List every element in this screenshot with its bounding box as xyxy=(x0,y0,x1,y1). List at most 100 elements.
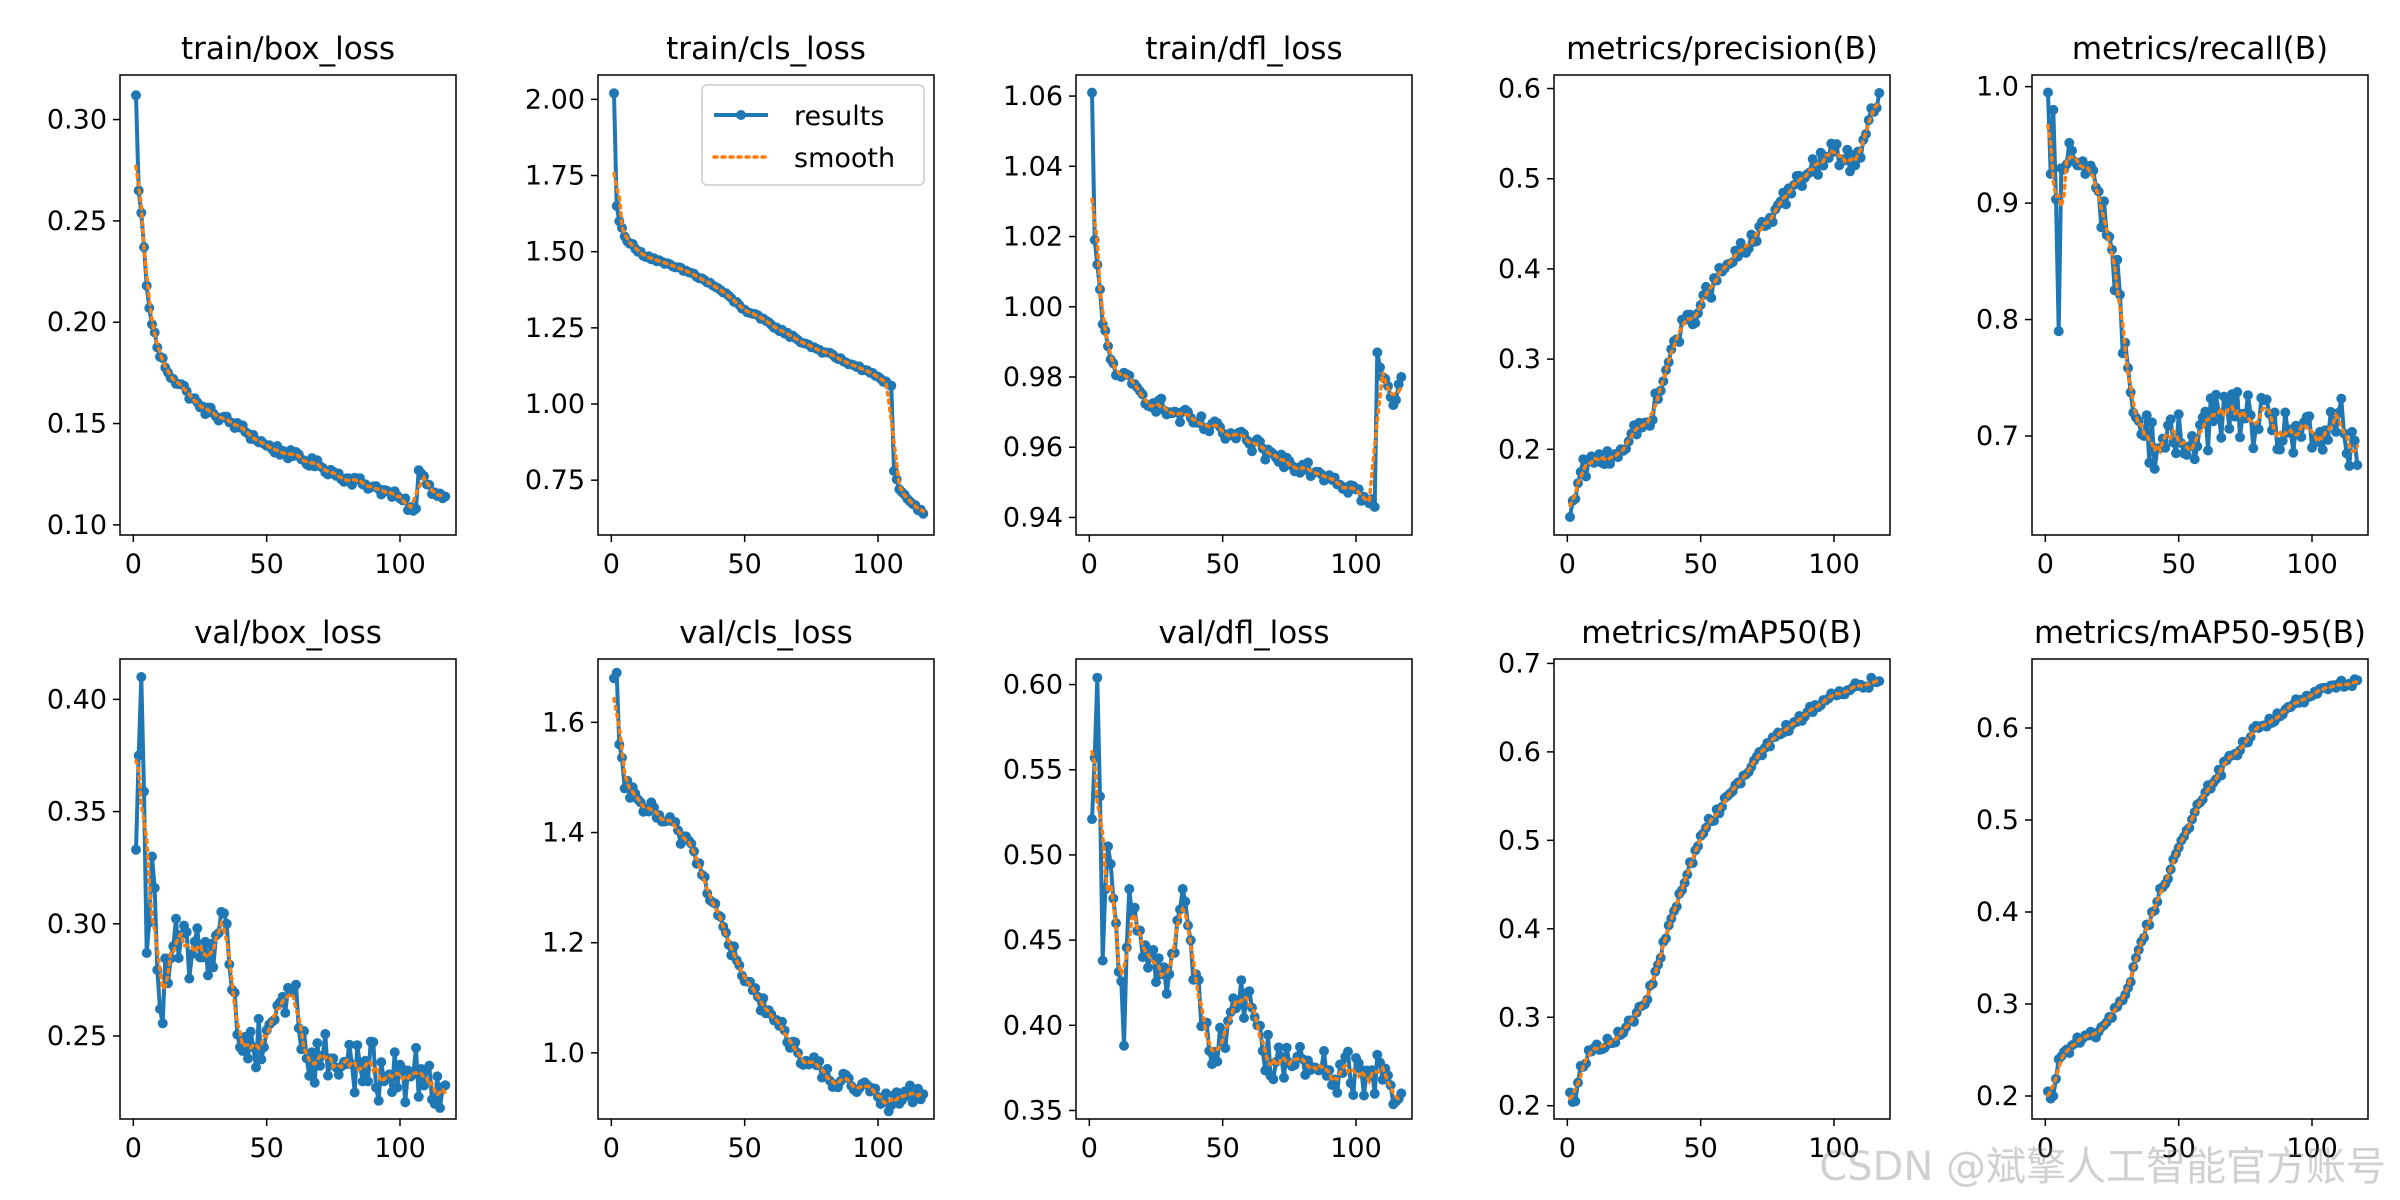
results-point xyxy=(373,1095,384,1106)
y-tick-label: 1.00 xyxy=(1003,292,1063,323)
results-point xyxy=(376,1057,387,1068)
subplot-title: train/cls_loss xyxy=(666,31,866,67)
subplot-title: val/box_loss xyxy=(194,615,382,651)
results-point xyxy=(2341,448,2352,459)
y-tick-label: 0.55 xyxy=(1003,755,1063,786)
y-tick-label: 1.06 xyxy=(1003,81,1063,112)
subplot-title: metrics/mAP50(B) xyxy=(1581,615,1862,651)
results-point xyxy=(400,1097,411,1108)
results-point xyxy=(2171,448,2181,459)
y-tick-label: 0.3 xyxy=(1976,989,2019,1020)
results-point xyxy=(1818,160,1829,171)
x-tick-label: 100 xyxy=(852,549,904,580)
results-point xyxy=(389,1047,400,1058)
smooth-line xyxy=(1090,749,1404,1102)
y-tick-label: 1.00 xyxy=(525,389,585,420)
legend-results-label: results xyxy=(794,101,884,132)
results-point xyxy=(411,503,421,514)
y-tick-label: 1.04 xyxy=(1003,151,1063,182)
y-tick-label: 0.35 xyxy=(1003,1095,1063,1126)
y-tick-label: 1.25 xyxy=(525,313,585,344)
results-point xyxy=(2216,770,2227,781)
results-point xyxy=(440,1080,451,1091)
plot-area xyxy=(609,667,929,1117)
subplot-0: train/box_loss 0 50 100 0.10 0.15 0.20 0.25 0.30 xyxy=(47,31,457,580)
results-point xyxy=(1087,814,1097,825)
y-tick-label: 1.4 xyxy=(542,818,585,849)
results-point xyxy=(2317,444,2328,455)
results-point xyxy=(349,1087,360,1098)
results-point xyxy=(1137,952,1148,963)
results-point xyxy=(1273,1042,1284,1053)
subplot-3: metrics/precision(B) 0 50 100 0.2 0.3 0.4 0.5 0.… xyxy=(1498,31,1891,580)
x-tick-label: 0 xyxy=(603,549,620,580)
results-point xyxy=(323,1070,333,1081)
plot-area xyxy=(131,672,451,1113)
results-point xyxy=(131,90,141,101)
legend: results smooth xyxy=(701,84,925,186)
legend-smooth-label: smooth xyxy=(794,143,895,174)
results-point xyxy=(1236,975,1247,986)
results-point xyxy=(1850,160,1861,171)
results-point xyxy=(1372,347,1383,358)
results-point xyxy=(136,672,147,682)
watermark-text: CSDN @斌擎人工智能官方账号 xyxy=(1819,1144,2386,1190)
y-tick-label: 1.0 xyxy=(542,1038,585,1069)
results-point xyxy=(1685,309,1695,320)
smooth-line xyxy=(612,171,926,513)
y-tick-label: 0.8 xyxy=(1976,305,2019,336)
subplot-6: val/cls_loss 0 50 100 1.0 1.2 1.4 1.6 xyxy=(542,615,935,1164)
results-point xyxy=(611,667,622,678)
results-point xyxy=(1204,426,1215,437)
smooth-line xyxy=(134,758,448,1098)
results-point xyxy=(1215,1022,1225,1033)
plot-area xyxy=(131,90,451,516)
results-point xyxy=(2147,417,2157,428)
y-tick-label: 0.7 xyxy=(1976,421,2019,452)
results-point xyxy=(1332,1087,1343,1098)
results-point xyxy=(2211,389,2221,400)
results-point xyxy=(253,1013,264,1024)
results-point xyxy=(790,1037,801,1048)
plot-area xyxy=(609,88,929,519)
y-tick-label: 0.2 xyxy=(1976,1081,2019,1112)
results-point xyxy=(1345,1078,1356,1089)
x-tick-label: 50 xyxy=(249,549,283,580)
results-point xyxy=(2181,449,2192,460)
results-point xyxy=(304,1070,315,1081)
y-tick-label: 0.50 xyxy=(1003,840,1063,871)
results-point xyxy=(2187,431,2197,441)
results-point xyxy=(2344,461,2355,471)
x-tick-label: 0 xyxy=(1559,549,1576,580)
results-point xyxy=(1151,977,1161,988)
results-point xyxy=(2043,87,2053,98)
subplot-4: metrics/recall(B) 0 50 100 0.7 0.8 0.9 1.0 xyxy=(1976,31,2369,580)
results-point xyxy=(133,750,144,761)
results-point xyxy=(192,923,203,934)
results-point xyxy=(149,882,160,893)
x-tick-label: 50 xyxy=(1205,1133,1239,1164)
y-tick-label: 0.3 xyxy=(1498,1002,1541,1033)
y-tick-label: 0.5 xyxy=(1976,805,2019,836)
results-point xyxy=(2064,137,2075,148)
results-point xyxy=(1268,1074,1279,1085)
y-tick-label: 0.7 xyxy=(1498,648,1541,679)
x-tick-label: 0 xyxy=(603,1133,620,1164)
results-point xyxy=(368,1037,379,1048)
results-point xyxy=(1175,417,1185,428)
y-tick-label: 0.6 xyxy=(1498,737,1541,768)
x-tick-label: 100 xyxy=(2286,549,2338,580)
results-point xyxy=(251,1062,261,1073)
y-tick-label: 0.25 xyxy=(47,1021,107,1052)
y-tick-label: 0.60 xyxy=(1003,670,1063,701)
x-tick-label: 0 xyxy=(1081,1133,1098,1164)
results-point xyxy=(155,1004,165,1014)
results-point xyxy=(320,1029,331,1039)
results-point xyxy=(1831,139,1842,150)
y-tick-label: 0.2 xyxy=(1498,1091,1541,1122)
results-point xyxy=(1244,986,1255,997)
subplot-title: metrics/precision(B) xyxy=(1566,31,1878,67)
y-tick-label: 0.98 xyxy=(1003,362,1063,393)
subplot-2: train/dfl_loss 0 50 100 0.94 0.96 0.98 1.00 1.02… xyxy=(1003,31,1413,580)
results-point xyxy=(1119,1040,1129,1051)
